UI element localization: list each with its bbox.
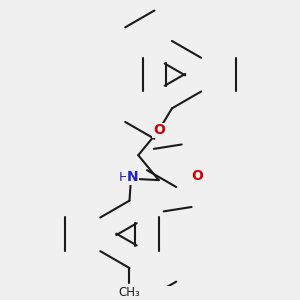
Text: H: H: [118, 171, 128, 184]
Text: CH₃: CH₃: [118, 286, 140, 298]
Text: O: O: [153, 123, 165, 137]
Text: O: O: [191, 169, 203, 183]
Text: N: N: [127, 170, 138, 184]
